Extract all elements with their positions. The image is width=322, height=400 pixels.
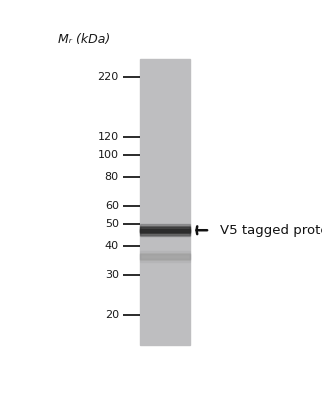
Text: 30: 30 [105,270,119,280]
Bar [140,227,190,233]
Bar [140,59,190,345]
Bar [140,251,190,262]
Bar [140,226,190,235]
Text: 20: 20 [105,310,119,320]
Text: 60: 60 [105,201,119,211]
Bar [140,253,190,260]
Bar [140,224,190,236]
Text: V5 tagged protein: V5 tagged protein [220,224,322,237]
Text: 40: 40 [105,241,119,251]
Text: 220: 220 [98,72,119,82]
Text: 120: 120 [98,132,119,142]
Text: 100: 100 [98,150,119,160]
Text: 50: 50 [105,219,119,229]
Text: Mᵣ (kDa): Mᵣ (kDa) [58,34,110,46]
Bar [140,254,190,259]
Bar [140,228,190,232]
Text: 80: 80 [105,172,119,182]
